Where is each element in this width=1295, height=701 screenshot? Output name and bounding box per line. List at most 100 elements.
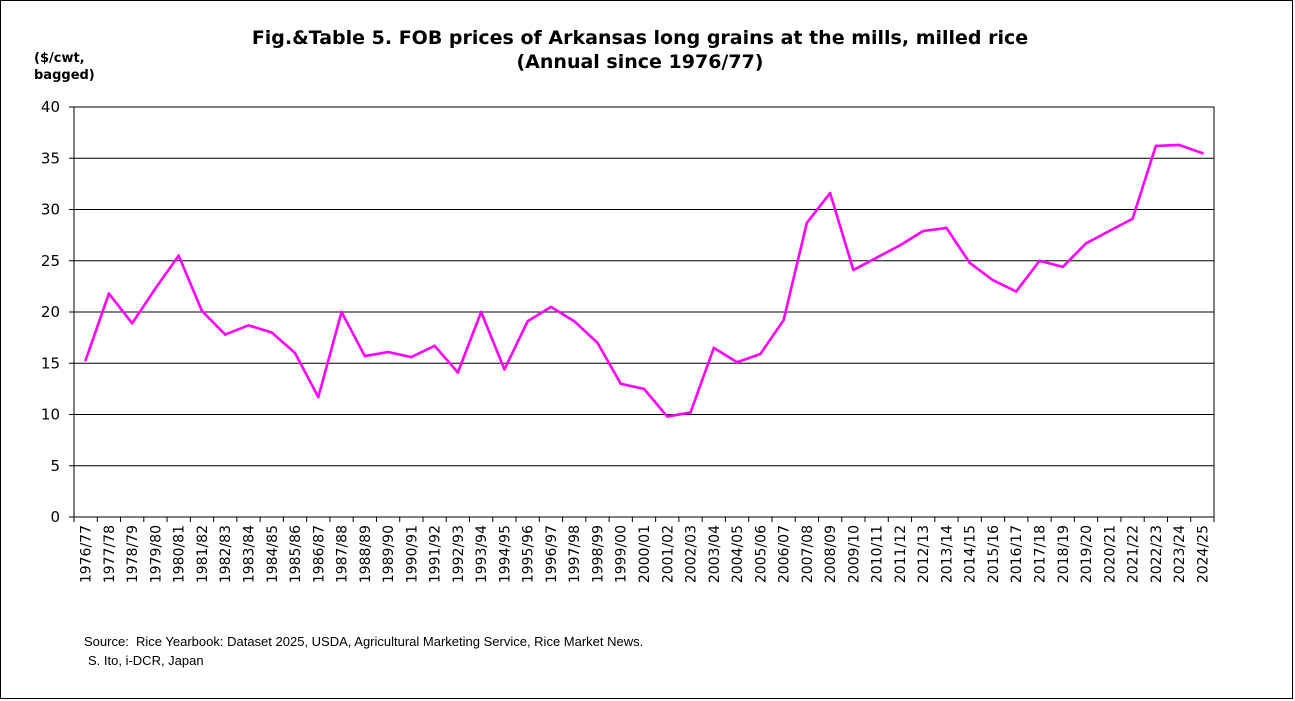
data-point <box>596 341 599 345</box>
x-tick-label: 2000/01 <box>637 525 653 583</box>
price-series <box>84 143 1204 418</box>
data-point <box>386 350 390 354</box>
y-tick-label: 20 <box>41 303 60 321</box>
data-point <box>759 352 762 356</box>
data-point <box>991 278 995 282</box>
x-tick-label: 1999/00 <box>614 525 630 583</box>
data-point <box>828 191 832 195</box>
y-tick-label: 30 <box>41 201 60 219</box>
x-tick-label: 2013/14 <box>939 525 955 583</box>
data-point <box>200 309 204 313</box>
data-point <box>1014 290 1018 293</box>
data-point <box>689 411 692 414</box>
series-line <box>84 143 1204 418</box>
x-tick-label: 2002/03 <box>684 525 700 583</box>
data-point <box>572 319 576 323</box>
x-tick-label: 2017/18 <box>1033 525 1049 583</box>
x-tick-label: 2006/07 <box>777 525 793 583</box>
data-point <box>1038 259 1041 263</box>
chart-subtitle: (Annual since 1976/77) <box>516 51 764 73</box>
data-point <box>735 360 739 364</box>
data-point <box>712 346 716 350</box>
data-point <box>1108 229 1111 233</box>
x-tick-label: 1994/95 <box>497 525 513 583</box>
data-point <box>1061 265 1065 269</box>
y-tick-label: 10 <box>41 406 60 424</box>
data-point <box>456 371 460 374</box>
x-tick-label: 1998/99 <box>590 525 606 583</box>
x-tick-label: 1992/93 <box>451 525 467 583</box>
data-point <box>223 333 227 336</box>
x-tick-label: 1993/94 <box>474 525 490 583</box>
data-point <box>852 268 855 272</box>
y-tick-label: 35 <box>41 149 60 167</box>
x-tick-label: 2014/15 <box>963 525 979 583</box>
data-point <box>1201 151 1204 155</box>
gridlines <box>73 106 1215 518</box>
x-tick-label: 2024/25 <box>1195 525 1211 583</box>
y-axis-unit-line2: bagged) <box>34 68 95 83</box>
x-tick-label: 2011/12 <box>893 525 909 583</box>
x-tick-label: 1982/83 <box>218 525 234 583</box>
data-point <box>270 331 274 334</box>
x-tick-label: 2018/19 <box>1056 525 1072 583</box>
x-tick-label: 2015/16 <box>986 525 1002 583</box>
data-point <box>130 321 134 325</box>
data-point <box>1131 217 1134 221</box>
x-tick-label: 2023/24 <box>1172 525 1188 583</box>
x-tick-label: 1981/82 <box>195 525 211 583</box>
x-tick-label: 2004/05 <box>730 525 746 583</box>
data-point <box>549 305 553 309</box>
x-tick-label: 2003/04 <box>707 525 723 583</box>
data-point <box>898 244 902 247</box>
x-tick-label: 1995/96 <box>521 525 537 583</box>
x-tick-label: 1978/79 <box>125 525 141 583</box>
source-line: Source: Rice Yearbook: Dataset 2025, USD… <box>84 634 644 649</box>
chart-title: Fig.&Table 5. FOB prices of Arkansas lon… <box>251 27 1029 49</box>
data-point <box>782 318 785 322</box>
x-tick-label: 1983/84 <box>241 525 257 583</box>
x-tick-label: 2008/09 <box>823 525 839 583</box>
data-point <box>433 344 436 348</box>
x-tick-label: 1976/77 <box>79 525 95 583</box>
x-tick-label: 2020/21 <box>1102 525 1118 583</box>
data-point <box>316 395 320 399</box>
y-tick-label: 40 <box>41 98 60 116</box>
data-point <box>968 261 972 265</box>
data-point <box>665 415 669 418</box>
x-axis: 1976/77 1977/78 1978/79 1979/80 1980/81 1981/… <box>73 517 1215 583</box>
data-point <box>875 256 878 259</box>
x-tick-label: 1996/97 <box>544 525 560 583</box>
x-tick-label: 1997/98 <box>567 525 583 583</box>
data-point <box>642 387 646 391</box>
x-tick-label: 2005/06 <box>753 525 769 583</box>
author-line: S. Ito, i-DCR, Japan <box>88 653 204 668</box>
data-point <box>619 382 623 386</box>
data-point <box>340 310 343 314</box>
data-point <box>805 221 809 225</box>
data-point <box>84 358 87 362</box>
y-tick-label: 0 <box>50 508 60 526</box>
x-tick-label: 1989/90 <box>381 525 397 583</box>
data-point <box>1177 143 1181 147</box>
data-point <box>107 292 111 295</box>
data-point <box>503 368 506 371</box>
x-tick-label: 1977/78 <box>102 525 118 583</box>
x-tick-label: 2010/11 <box>870 525 886 583</box>
x-tick-label: 2016/17 <box>1009 525 1025 583</box>
data-point <box>363 354 367 358</box>
y-axis-unit-line1: ($/cwt, <box>34 51 85 66</box>
x-tick-label: 1991/92 <box>428 525 444 583</box>
x-tick-label: 1979/80 <box>148 525 164 583</box>
x-tick-label: 1980/81 <box>172 525 188 583</box>
data-point <box>154 287 157 290</box>
data-point <box>526 319 529 323</box>
y-tick-label: 15 <box>41 354 60 372</box>
x-tick-label: 2009/10 <box>846 525 862 583</box>
data-point <box>1084 242 1088 245</box>
data-point <box>479 310 483 314</box>
x-tick-label: 1986/87 <box>311 525 327 583</box>
y-axis-unit-label: ($/cwt, bagged) <box>34 50 95 84</box>
